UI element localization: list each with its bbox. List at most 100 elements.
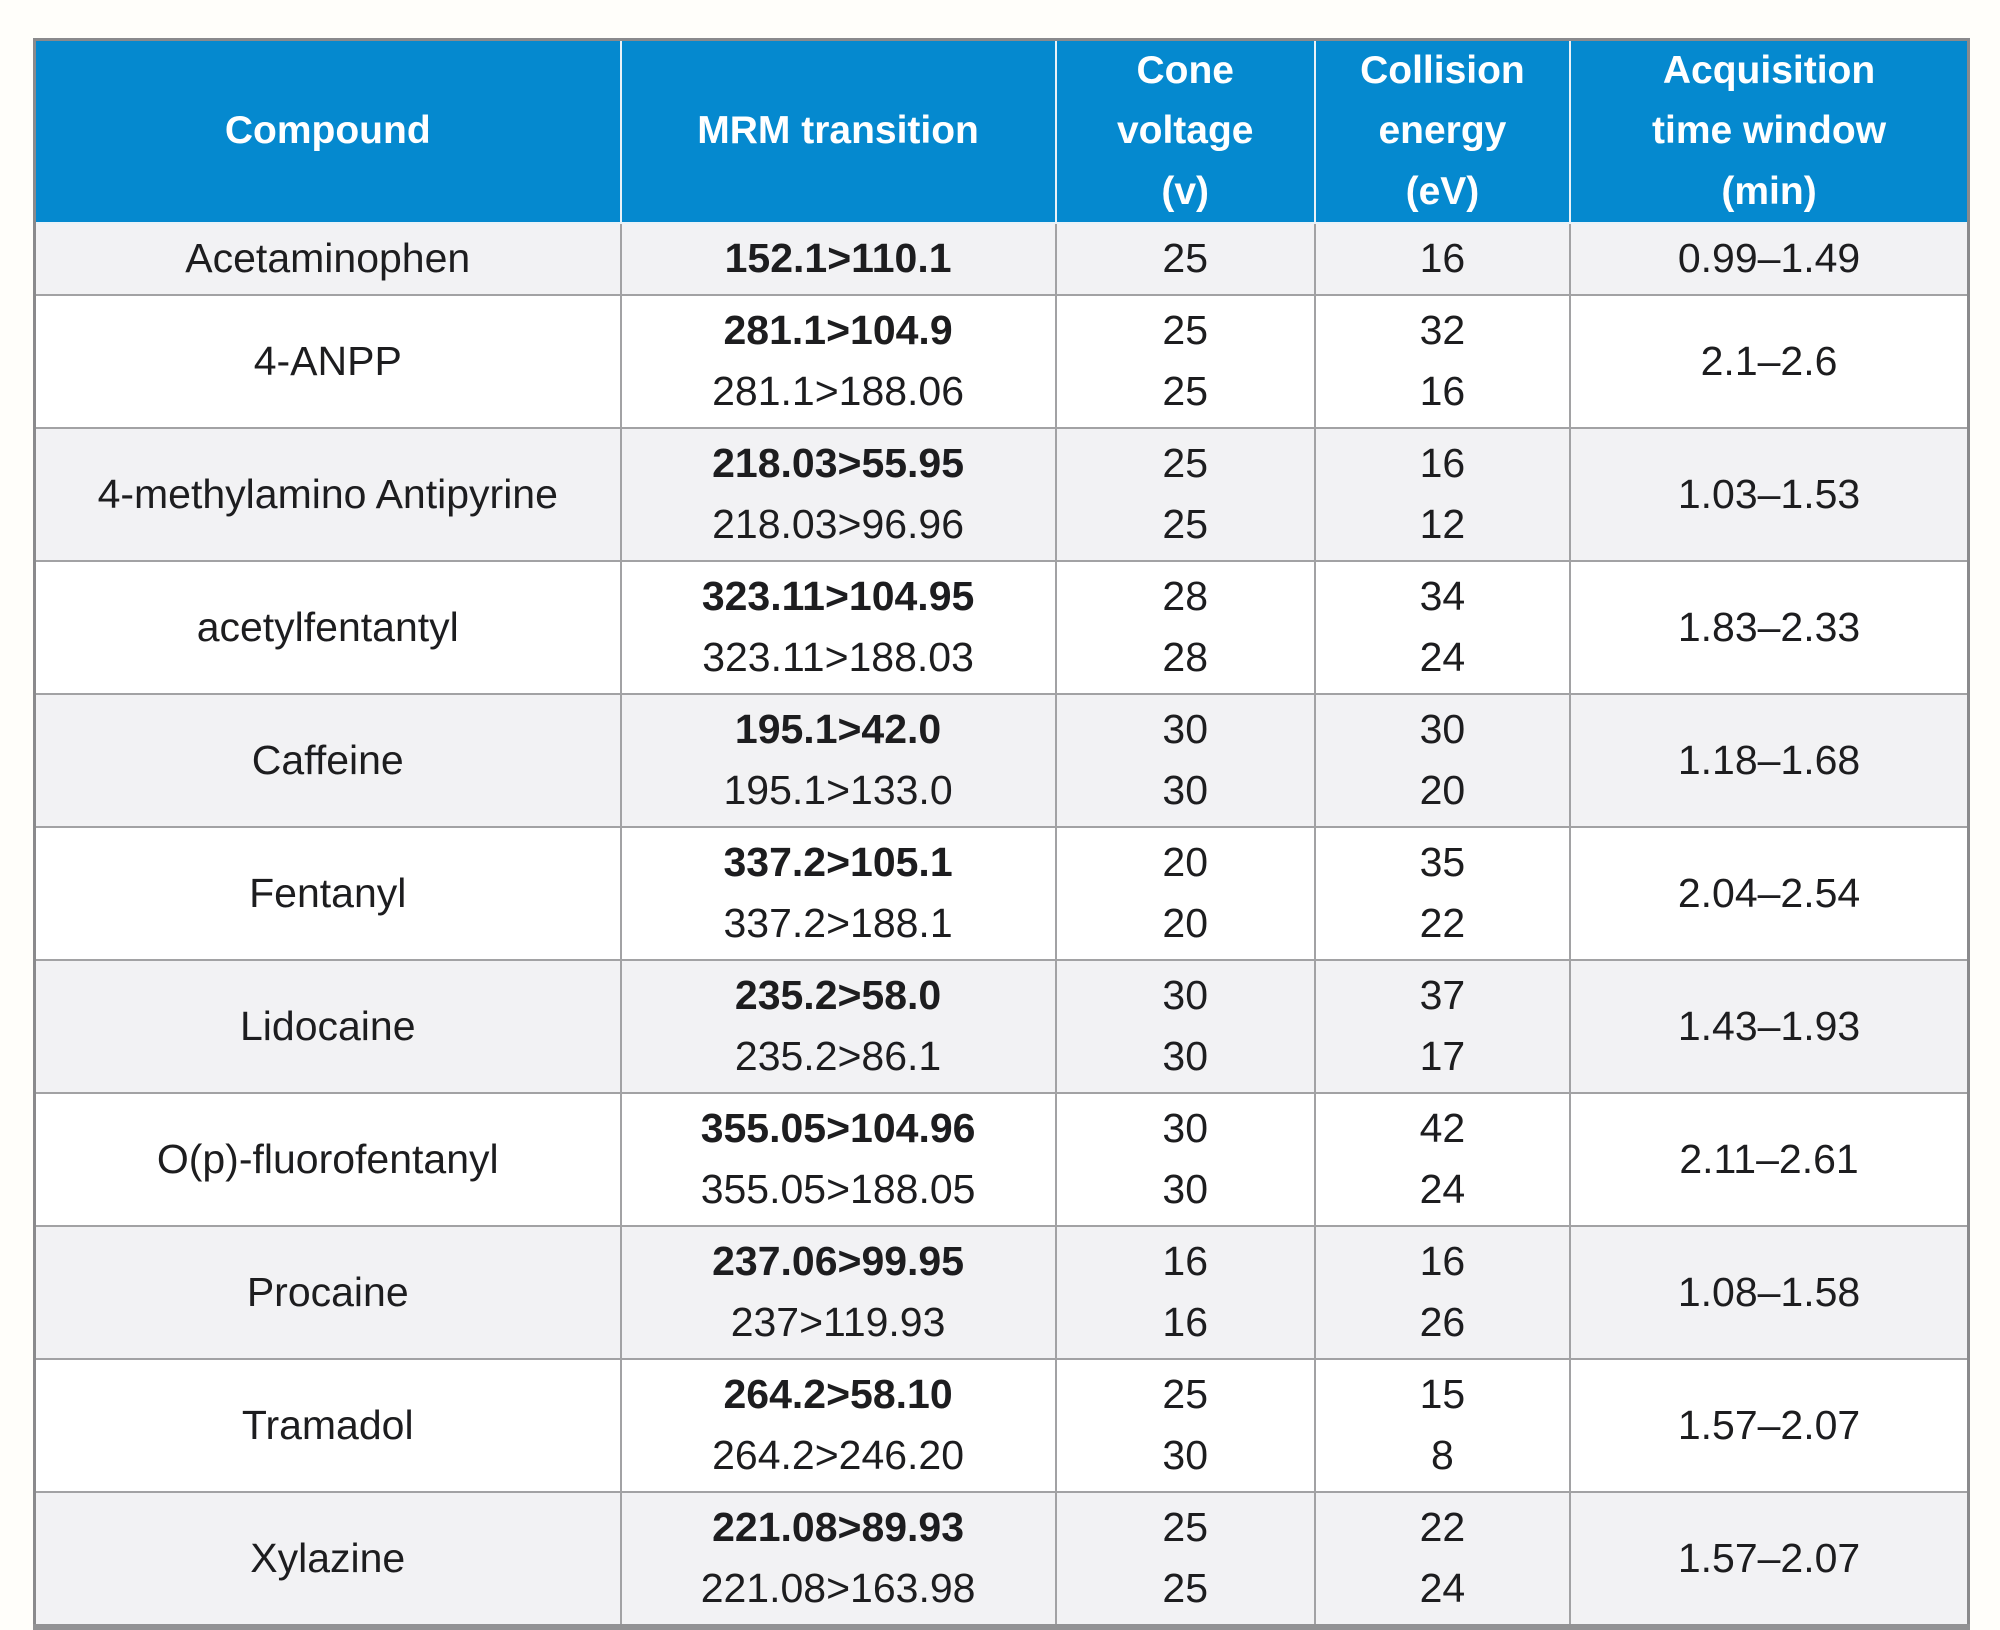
collision-energy-value: 32 bbox=[1419, 306, 1466, 353]
collision-energy-value: 37 bbox=[1419, 971, 1466, 1018]
cone-voltage-value: 16 bbox=[1162, 1237, 1209, 1284]
cone-voltage-value: 28 bbox=[1162, 634, 1209, 681]
collision-energy-value: 8 bbox=[1431, 1432, 1454, 1479]
cone-voltage-value: 20 bbox=[1162, 838, 1209, 885]
cone-voltage-value: 30 bbox=[1162, 705, 1209, 752]
collision-energy-value: 22 bbox=[1419, 900, 1466, 947]
cell-collision-energy: 32 16 bbox=[1313, 293, 1572, 429]
transition-primary: 218.03>55.95 bbox=[712, 439, 965, 486]
cell-collision-energy: 37 17 bbox=[1313, 958, 1572, 1094]
cell-collision-energy: 15 8 bbox=[1313, 1357, 1572, 1493]
cell-collision-energy: 30 20 bbox=[1313, 692, 1572, 828]
cell-acquisition-window: 1.83–2.33 bbox=[1569, 559, 1970, 695]
cone-voltage-value: 25 bbox=[1162, 1503, 1209, 1550]
table-row: Xylazine 221.08>89.93 221.08>163.98 25 2… bbox=[33, 1490, 1970, 1628]
cone-voltage-value: 25 bbox=[1162, 306, 1209, 353]
table-row: Tramadol 264.2>58.10 264.2>246.20 25 30 … bbox=[33, 1357, 1970, 1493]
transition-primary: 152.1>110.1 bbox=[724, 235, 952, 282]
table-header-row: Compound MRM transition Cone voltage (v)… bbox=[34, 39, 1969, 225]
cell-compound: Acetaminophen bbox=[33, 222, 622, 296]
cell-collision-energy: 16 12 bbox=[1313, 426, 1572, 562]
cell-acquisition-window: 1.57–2.07 bbox=[1569, 1357, 1970, 1493]
cell-collision-energy: 34 24 bbox=[1313, 559, 1572, 695]
cell-compound: Procaine bbox=[33, 1224, 622, 1360]
table-row: Lidocaine 235.2>58.0 235.2>86.1 30 30 37… bbox=[33, 958, 1970, 1094]
cell-mrm-transition: 355.05>104.96 355.05>188.05 bbox=[619, 1091, 1057, 1227]
transition-primary: 337.2>105.1 bbox=[723, 838, 953, 885]
cell-cone-voltage: 30 30 bbox=[1054, 692, 1316, 828]
cell-collision-energy: 42 24 bbox=[1313, 1091, 1572, 1227]
transition-secondary: 323.11>188.03 bbox=[702, 634, 974, 681]
cell-mrm-transition: 237.06>99.95 237>119.93 bbox=[619, 1224, 1057, 1360]
cell-compound: Tramadol bbox=[33, 1357, 622, 1493]
cell-collision-energy: 22 24 bbox=[1313, 1490, 1572, 1628]
table-row: 4-ANPP 281.1>104.9 281.1>188.06 25 25 32… bbox=[33, 293, 1970, 429]
table-row: Acetaminophen 152.1>110.1 25 16 0.99–1.4… bbox=[33, 222, 1970, 296]
cell-acquisition-window: 1.43–1.93 bbox=[1569, 958, 1970, 1094]
transition-secondary: 218.03>96.96 bbox=[712, 501, 965, 548]
collision-energy-value: 20 bbox=[1419, 767, 1466, 814]
collision-energy-value: 42 bbox=[1419, 1104, 1466, 1151]
cone-voltage-value: 25 bbox=[1162, 501, 1209, 548]
cell-mrm-transition: 152.1>110.1 bbox=[619, 222, 1057, 296]
cell-compound: Xylazine bbox=[33, 1490, 622, 1628]
cell-acquisition-window: 2.1–2.6 bbox=[1569, 293, 1970, 429]
cone-voltage-value: 30 bbox=[1162, 767, 1209, 814]
column-header-collision-energy: Collision energy (eV) bbox=[1313, 39, 1572, 225]
transition-primary: 221.08>89.93 bbox=[712, 1503, 965, 1550]
cell-mrm-transition: 235.2>58.0 235.2>86.1 bbox=[619, 958, 1057, 1094]
table-row: Fentanyl 337.2>105.1 337.2>188.1 20 20 3… bbox=[33, 825, 1970, 961]
cell-compound: 4-methylamino Antipyrine bbox=[33, 426, 622, 562]
cell-compound: 4-ANPP bbox=[33, 293, 622, 429]
cell-cone-voltage: 16 16 bbox=[1054, 1224, 1316, 1360]
cone-voltage-value: 25 bbox=[1162, 368, 1209, 415]
cell-acquisition-window: 2.04–2.54 bbox=[1569, 825, 1970, 961]
cell-acquisition-window: 1.18–1.68 bbox=[1569, 692, 1970, 828]
cone-voltage-value: 30 bbox=[1162, 1432, 1209, 1479]
collision-energy-value: 26 bbox=[1419, 1299, 1466, 1346]
cell-acquisition-window: 1.57–2.07 bbox=[1569, 1490, 1970, 1628]
collision-energy-value: 30 bbox=[1419, 705, 1466, 752]
transition-primary: 355.05>104.96 bbox=[700, 1104, 976, 1151]
cell-compound: Caffeine bbox=[33, 692, 622, 828]
transition-secondary: 195.1>133.0 bbox=[723, 767, 953, 814]
cell-collision-energy: 16 bbox=[1313, 222, 1572, 296]
collision-energy-value: 35 bbox=[1419, 838, 1466, 885]
cell-mrm-transition: 323.11>104.95 323.11>188.03 bbox=[619, 559, 1057, 695]
transition-primary: 323.11>104.95 bbox=[701, 572, 975, 619]
cone-voltage-value: 25 bbox=[1162, 235, 1209, 282]
collision-energy-value: 17 bbox=[1419, 1033, 1466, 1080]
cone-voltage-value: 20 bbox=[1162, 900, 1209, 947]
cell-acquisition-window: 2.11–2.61 bbox=[1569, 1091, 1970, 1227]
transition-secondary: 235.2>86.1 bbox=[734, 1033, 942, 1080]
table-row: O(p)-fluorofentanyl 355.05>104.96 355.05… bbox=[33, 1091, 1970, 1227]
table-row: Caffeine 195.1>42.0 195.1>133.0 30 30 30… bbox=[33, 692, 1970, 828]
cell-cone-voltage: 25 25 bbox=[1054, 426, 1316, 562]
cell-compound: Lidocaine bbox=[33, 958, 622, 1094]
transition-primary: 237.06>99.95 bbox=[712, 1237, 965, 1284]
cell-compound: acetylfentantyl bbox=[33, 559, 622, 695]
cell-mrm-transition: 337.2>105.1 337.2>188.1 bbox=[619, 825, 1057, 961]
collision-energy-value: 16 bbox=[1419, 439, 1466, 486]
transition-secondary: 337.2>188.1 bbox=[723, 900, 953, 947]
cell-cone-voltage: 20 20 bbox=[1054, 825, 1316, 961]
cell-cone-voltage: 30 30 bbox=[1054, 1091, 1316, 1227]
cell-compound: Fentanyl bbox=[33, 825, 622, 961]
cell-cone-voltage: 25 30 bbox=[1054, 1357, 1316, 1493]
cell-collision-energy: 35 22 bbox=[1313, 825, 1572, 961]
collision-energy-value: 22 bbox=[1419, 1503, 1466, 1550]
cell-acquisition-window: 1.08–1.58 bbox=[1569, 1224, 1970, 1360]
cone-voltage-value: 16 bbox=[1162, 1299, 1209, 1346]
cone-voltage-value: 30 bbox=[1162, 1104, 1209, 1151]
cell-cone-voltage: 25 25 bbox=[1054, 293, 1316, 429]
cone-voltage-value: 30 bbox=[1162, 1166, 1209, 1213]
column-header-compound: Compound bbox=[34, 39, 622, 225]
cell-cone-voltage: 28 28 bbox=[1054, 559, 1316, 695]
cell-mrm-transition: 264.2>58.10 264.2>246.20 bbox=[619, 1357, 1057, 1493]
page: Compound MRM transition Cone voltage (v)… bbox=[33, 38, 1970, 1630]
table-row: Procaine 237.06>99.95 237>119.93 16 16 1… bbox=[33, 1224, 1970, 1360]
cone-voltage-value: 28 bbox=[1162, 572, 1209, 619]
collision-energy-value: 34 bbox=[1419, 572, 1466, 619]
cell-collision-energy: 16 26 bbox=[1313, 1224, 1572, 1360]
cone-voltage-value: 25 bbox=[1162, 1370, 1209, 1417]
